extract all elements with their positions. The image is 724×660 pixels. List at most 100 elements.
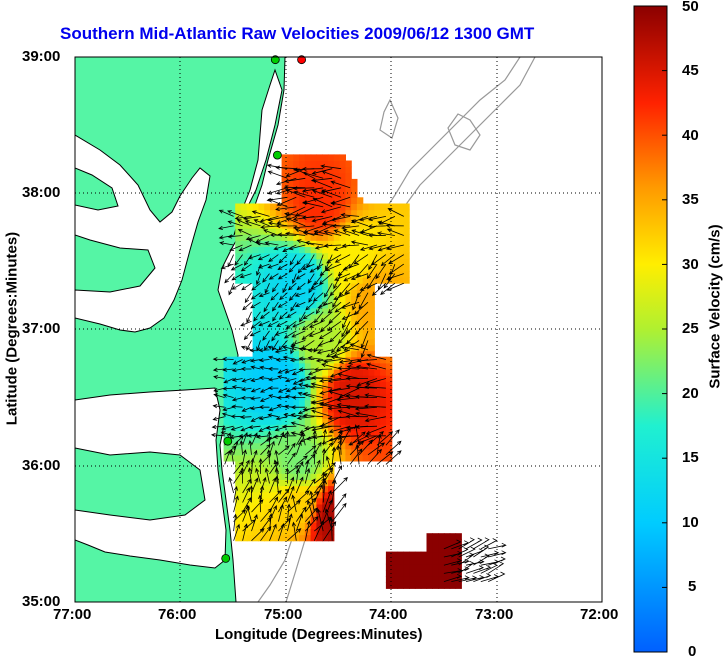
velocity-cell bbox=[339, 454, 346, 462]
velocity-cell bbox=[304, 344, 312, 352]
velocity-cell bbox=[293, 264, 300, 272]
velocity-cell bbox=[397, 264, 404, 272]
velocity-cell bbox=[270, 356, 277, 364]
velocity-cell bbox=[299, 522, 306, 529]
velocity-arrow bbox=[311, 425, 333, 432]
velocity-cell bbox=[316, 344, 323, 352]
velocity-arrow bbox=[251, 449, 258, 465]
velocity-cell bbox=[426, 570, 433, 577]
velocity-arrow bbox=[301, 320, 315, 331]
velocity-cell bbox=[380, 258, 387, 266]
velocity-cell bbox=[339, 221, 346, 229]
velocity-cell bbox=[322, 393, 329, 401]
velocity-cell bbox=[310, 436, 317, 444]
velocity-cell bbox=[293, 154, 300, 162]
velocity-cell bbox=[229, 405, 236, 413]
velocity-arrow bbox=[345, 405, 368, 410]
velocity-cell bbox=[316, 295, 323, 303]
velocity-cell bbox=[310, 387, 317, 395]
velocity-cell bbox=[246, 503, 254, 511]
velocity-cell bbox=[264, 522, 271, 529]
velocity-cell bbox=[339, 172, 346, 180]
velocity-arrow bbox=[336, 445, 342, 465]
velocity-cell bbox=[328, 332, 335, 339]
velocity-cell bbox=[258, 399, 265, 407]
velocity-cell bbox=[356, 209, 364, 217]
velocity-arrow bbox=[233, 485, 238, 503]
velocity-arrow bbox=[325, 455, 333, 475]
velocity-cell bbox=[304, 246, 312, 254]
velocity-arrow bbox=[378, 216, 396, 225]
velocity-cell bbox=[281, 442, 288, 450]
velocity-cell bbox=[281, 264, 288, 272]
velocity-cell bbox=[397, 582, 404, 589]
velocity-cell bbox=[316, 313, 323, 321]
velocity-cell bbox=[385, 405, 393, 413]
velocity-arrow bbox=[296, 455, 308, 465]
velocity-cell bbox=[281, 375, 288, 382]
velocity-cell bbox=[281, 197, 288, 204]
velocity-cell bbox=[328, 393, 335, 401]
velocity-arrow bbox=[210, 432, 225, 438]
velocity-cell bbox=[339, 436, 346, 444]
velocity-arrow bbox=[365, 378, 387, 386]
velocity-cell bbox=[293, 240, 300, 247]
velocity-arrow bbox=[299, 311, 306, 323]
velocity-cell bbox=[438, 582, 445, 589]
velocity-cell bbox=[339, 350, 346, 358]
velocity-arrow bbox=[473, 537, 490, 550]
velocity-arrow bbox=[310, 382, 333, 389]
velocity-arrow bbox=[241, 359, 252, 364]
velocity-cell bbox=[345, 301, 352, 309]
velocity-cell bbox=[438, 576, 445, 583]
velocity-cell bbox=[287, 270, 294, 278]
velocity-cell bbox=[264, 362, 271, 370]
velocity-cell bbox=[287, 356, 294, 364]
velocity-arrow bbox=[242, 449, 247, 465]
velocity-cell bbox=[235, 479, 242, 487]
velocity-cell bbox=[264, 313, 271, 321]
velocity-cell bbox=[385, 221, 393, 229]
velocity-cell bbox=[281, 313, 288, 321]
velocity-cell bbox=[293, 387, 300, 395]
velocity-cell bbox=[443, 545, 451, 553]
velocity-cell bbox=[270, 497, 277, 505]
velocity-cell bbox=[275, 436, 283, 444]
velocity-cell bbox=[322, 289, 329, 296]
velocity-cell bbox=[235, 375, 242, 382]
velocity-arrow bbox=[473, 573, 492, 582]
velocity-arrow bbox=[260, 476, 267, 494]
velocity-arrow bbox=[239, 273, 252, 279]
velocity-cell bbox=[299, 393, 306, 401]
velocity-cell bbox=[241, 203, 248, 211]
velocity-cell bbox=[322, 399, 329, 407]
velocity-arrow bbox=[295, 476, 304, 494]
velocity-arrow bbox=[243, 330, 252, 341]
velocity-cell bbox=[270, 448, 277, 456]
velocity-arrow bbox=[306, 254, 315, 269]
velocity-arrow bbox=[303, 383, 324, 389]
velocity-cell bbox=[287, 497, 294, 505]
velocity-arrow bbox=[241, 406, 252, 412]
velocity-arrow bbox=[260, 525, 272, 541]
velocity-cell bbox=[426, 533, 433, 540]
velocity-arrow bbox=[259, 365, 270, 370]
velocity-cell bbox=[449, 576, 457, 583]
velocity-cell bbox=[339, 338, 346, 346]
velocity-cell bbox=[333, 362, 341, 370]
velocity-cell bbox=[246, 240, 254, 247]
velocity-cell bbox=[241, 240, 248, 247]
velocity-arrow bbox=[337, 366, 360, 371]
velocity-arrow bbox=[274, 449, 279, 465]
velocity-arrow bbox=[268, 254, 279, 262]
velocity-cell bbox=[380, 442, 387, 450]
velocity-cell bbox=[397, 252, 404, 260]
velocity-cell bbox=[299, 479, 306, 487]
velocity-cell bbox=[339, 264, 346, 272]
velocity-arrow bbox=[250, 365, 261, 370]
velocity-cell bbox=[322, 418, 329, 425]
velocity-cell bbox=[229, 442, 236, 450]
velocity-arrow bbox=[320, 416, 342, 427]
velocity-cell bbox=[246, 442, 254, 450]
velocity-cell bbox=[426, 576, 433, 583]
